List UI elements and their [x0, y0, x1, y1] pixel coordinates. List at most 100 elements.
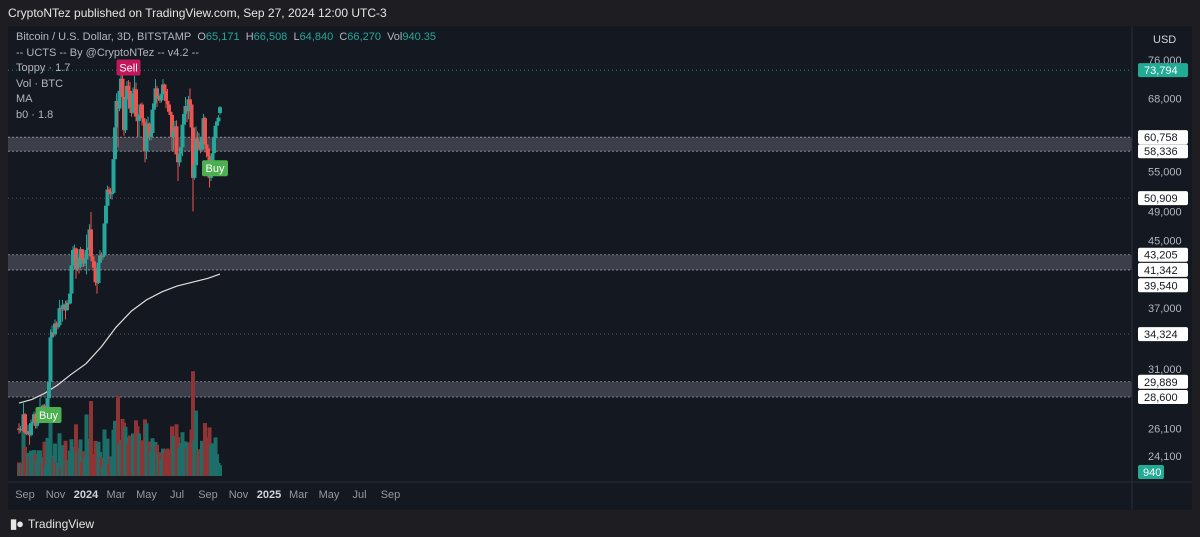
price-tick-label: 55,000 [1148, 167, 1182, 179]
candle-body [98, 255, 102, 263]
price-label-box [1138, 247, 1188, 262]
candle-body [152, 103, 156, 110]
chart-panel[interactable]: Buy Sell Buy USD 76,000 68,000 55,000 49,000 45… [8, 26, 1192, 510]
time-tick-label: Mar [289, 489, 308, 501]
indicator-toppy[interactable]: Toppy · 1.7 [16, 62, 71, 74]
candle-body [80, 249, 84, 258]
candle-body [84, 250, 89, 260]
indicator-ucts[interactable]: -- UCTS -- By @CryptoNTez -- v4.2 -- [16, 46, 199, 59]
candle-body [167, 104, 171, 112]
candle-body [189, 104, 194, 128]
volume-bar [42, 441, 47, 476]
price-tick-label: 24,100 [1148, 451, 1182, 463]
candle-body [165, 100, 170, 105]
candle-body [30, 421, 35, 424]
time-tick-label: Mar [107, 489, 126, 501]
candle-body [204, 144, 209, 149]
close-label: C [339, 31, 348, 43]
brand-name: TradingView [28, 517, 95, 531]
candle-body [192, 165, 197, 178]
time-tick-label: Nov [229, 489, 249, 501]
candle-body [93, 267, 98, 283]
candle-body [123, 99, 128, 131]
candle-body [128, 90, 132, 109]
symbol-name: Bitcoin / U.S. Dollar, 3D, BITSTAMP [16, 31, 192, 43]
candle-body [180, 124, 185, 148]
candle-body [114, 100, 119, 128]
candle-body [149, 132, 153, 137]
price-label: 41,342 [1144, 265, 1178, 277]
price-label-box [1138, 389, 1188, 404]
levels-layer [8, 69, 1132, 335]
candle-body [117, 90, 122, 109]
volume-bar [74, 424, 78, 476]
candle-body [29, 423, 33, 436]
candle-body [168, 111, 173, 115]
candle-body [48, 337, 53, 382]
volume-bar [84, 414, 89, 476]
high-value: 66,508 [253, 31, 288, 43]
indicator-vol[interactable]: Vol · BTC [16, 77, 64, 90]
candle-body [101, 255, 105, 258]
candle-body [104, 205, 108, 224]
candle-body [65, 302, 69, 311]
volume-bar [116, 396, 120, 476]
volume-bar [78, 439, 83, 476]
volume-bar [194, 410, 198, 476]
candle-body [186, 99, 191, 112]
close-value: 66,270 [347, 31, 381, 43]
candle-body [200, 136, 204, 150]
signal-buy-marker [202, 160, 228, 177]
high-label: H [245, 31, 254, 43]
time-tick-label: May [319, 489, 340, 501]
candle-body [125, 85, 129, 100]
time-tick-label: 2025 [257, 489, 281, 501]
price-label: 29,889 [1144, 377, 1178, 389]
time-tick-label: Jul [170, 489, 184, 501]
candle-body [90, 256, 95, 262]
volume-label-box [1138, 465, 1164, 479]
candle-body [68, 293, 72, 304]
candle-body [96, 262, 101, 284]
axis-layer: USD76,00068,00055,00049,00045,00037,0003… [8, 26, 1192, 510]
volume-bar [218, 465, 222, 476]
time-tick-label: Nov [46, 489, 66, 501]
candle-body [120, 78, 125, 97]
volume-bar [48, 410, 53, 476]
indicator-ma[interactable]: MA [16, 93, 33, 105]
time-tick-label: Sep [15, 489, 35, 501]
open-value: 65,171 [205, 31, 240, 43]
tradingview-brand[interactable]: ▮● TradingView [10, 516, 94, 532]
signal-buy-marker [35, 406, 62, 423]
time-tick-label: Sep [381, 489, 401, 501]
candle-body [212, 138, 216, 154]
volume-bar [137, 433, 141, 476]
price-label: 39,540 [1144, 280, 1178, 292]
candle-body [174, 126, 179, 155]
candle-body [107, 189, 111, 192]
support-zone-1 [8, 254, 1132, 270]
time-tick-label: Sep [198, 489, 218, 501]
price-label-box [1138, 262, 1188, 277]
candle-body [141, 118, 146, 123]
candle-body [78, 249, 83, 267]
price-label-box [1138, 144, 1188, 159]
candle-body [216, 117, 221, 122]
price-label-box [1138, 191, 1188, 206]
price-label-box [1138, 130, 1188, 145]
price-tick-label: 45,000 [1148, 236, 1182, 248]
price-tick-label: 49,000 [1148, 206, 1182, 218]
support-zone-2 [8, 381, 1132, 397]
volume-layer [17, 371, 222, 476]
price-label: 43,205 [1144, 250, 1178, 262]
time-tick-label: May [136, 489, 157, 501]
indicator-b0[interactable]: b0 · 1.8 [16, 108, 54, 121]
candle-body [188, 99, 192, 105]
candle-body [179, 147, 183, 154]
zones-layer [8, 136, 1132, 398]
candle-body [126, 85, 131, 91]
volume-bar [53, 443, 57, 476]
candle-body [191, 127, 195, 178]
price-label: 58,336 [1144, 146, 1178, 158]
